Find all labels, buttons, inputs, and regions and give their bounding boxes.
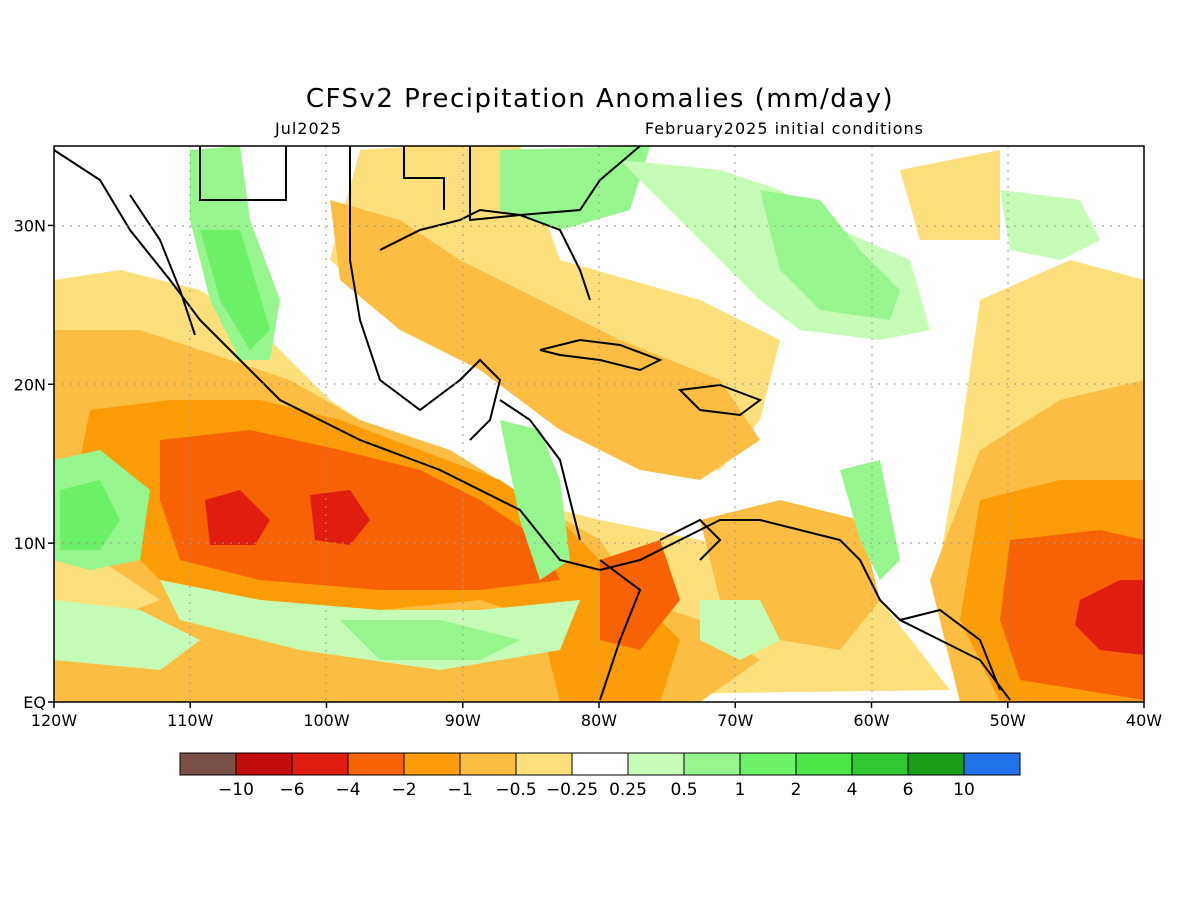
colorbar-label: −2 — [391, 780, 416, 800]
initial-conditions: February2025 initial conditions — [644, 119, 924, 138]
lon-tick-label: 120W — [31, 711, 78, 730]
lon-tick-label: 50W — [990, 711, 1026, 730]
lat-tick-label: 30N — [14, 216, 46, 235]
lon-tick-label: 100W — [303, 711, 350, 730]
coastlines — [54, 146, 1011, 701]
colorbar-swatch — [739, 752, 797, 776]
lon-tick-label: 90W — [445, 711, 481, 730]
colorbar-label: −0.25 — [546, 780, 598, 800]
lat-tick-label: 10N — [14, 534, 46, 553]
colorbar-swatch — [963, 752, 1021, 776]
colorbar-label: 10 — [953, 780, 975, 800]
colorbar-swatch — [571, 752, 629, 776]
latitude-axis: EQ 10N 20N 30N — [14, 216, 54, 712]
colorbar-swatch — [683, 752, 741, 776]
lat-tick-label: 20N — [14, 375, 46, 394]
colorbar-label: 4 — [847, 780, 858, 800]
colorbar-swatch — [403, 752, 461, 776]
lat-tick-label: EQ — [23, 693, 46, 712]
colorbar-swatch — [347, 752, 405, 776]
lon-tick-label: 110W — [167, 711, 214, 730]
colorbar-label: −1 — [447, 780, 472, 800]
colorbar-label: 6 — [903, 780, 914, 800]
gridlines — [54, 146, 1144, 702]
lon-tick-label: 40W — [1126, 711, 1162, 730]
colorbar-swatch — [291, 752, 349, 776]
anomaly-field — [54, 146, 1144, 702]
colorbar-swatch — [627, 752, 685, 776]
lon-tick-label: 60W — [853, 711, 889, 730]
colorbar-swatch — [795, 752, 853, 776]
longitude-axis: 120W 110W 100W 90W 80W 70W 60W 50W 40W — [31, 702, 1162, 730]
map-title: CFSv2 Precipitation Anomalies (mm/day) — [305, 84, 895, 114]
colorbar-label: 1 — [735, 780, 746, 800]
colorbar: −10 −6 −4 −2 −1 −0.5 −0.25 0.25 0.5 1 2 4 6 10 — [179, 752, 1021, 800]
lon-tick-label: 80W — [581, 711, 617, 730]
colorbar-label: 0.25 — [609, 780, 647, 800]
colorbar-label: −4 — [335, 780, 360, 800]
forecast-month: Jul2025 — [275, 119, 343, 138]
colorbar-label: −6 — [279, 780, 304, 800]
colorbar-label: 2 — [791, 780, 802, 800]
colorbar-label: 0.5 — [670, 780, 697, 800]
colorbar-swatch — [235, 752, 293, 776]
colorbar-label: −0.5 — [495, 780, 536, 800]
colorbar-swatch — [907, 752, 965, 776]
colorbar-swatch — [515, 752, 573, 776]
lon-tick-label: 70W — [717, 711, 753, 730]
colorbar-swatch — [459, 752, 517, 776]
colorbar-swatch — [179, 752, 237, 776]
colorbar-swatch — [851, 752, 909, 776]
colorbar-label: −10 — [218, 780, 254, 800]
